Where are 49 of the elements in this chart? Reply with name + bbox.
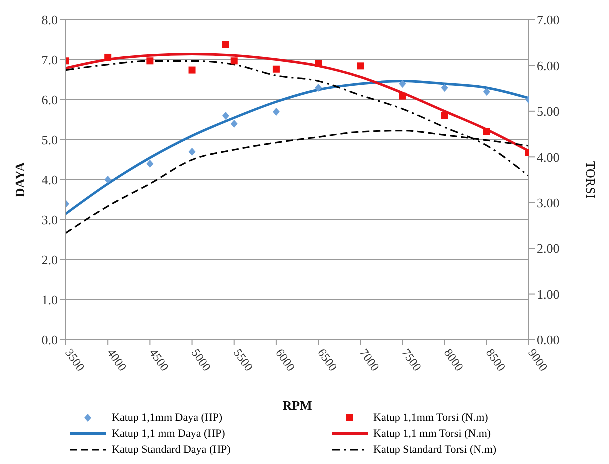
point: [357, 62, 364, 70]
point: [441, 84, 448, 92]
y2-tick-label: 3.00: [537, 195, 560, 210]
legend-label: Katup 1,1mm Torsi (N.m): [374, 412, 488, 424]
x-tick-label: 4500: [146, 346, 172, 374]
y-tick-label: 6.0: [42, 92, 58, 108]
y2-tick-label: 1.00: [537, 286, 560, 302]
point: [315, 84, 322, 92]
x-tick-label: 4000: [104, 346, 130, 374]
point: [222, 41, 230, 48]
y2-tick-label: 6.00: [537, 58, 560, 74]
point: [399, 92, 406, 100]
point: [272, 66, 280, 73]
point: [399, 80, 406, 88]
y2-tick-label: 0.00: [537, 332, 560, 348]
x-axis-title: RPM: [282, 398, 312, 413]
point: [188, 66, 196, 74]
legend-label: Katup Standard Torsi (N.m): [374, 444, 497, 456]
point: [104, 176, 112, 184]
y2-axis-title: TORSI: [583, 161, 598, 199]
legend-label: Katup 1,1mm Daya (HP): [112, 412, 223, 424]
y-tick-label: 8.0: [42, 12, 58, 28]
y-tick-label: 2.0: [42, 252, 58, 268]
point: [222, 112, 230, 120]
y-tick-label: 3.0: [42, 212, 58, 228]
point: [104, 54, 112, 61]
y-tick-label: 1.0: [42, 292, 58, 308]
point: [483, 128, 490, 136]
point: [230, 58, 238, 65]
legend-label: Katup 1,1 mm Daya (HP): [112, 428, 226, 440]
y-axis-title: DAYA: [12, 162, 28, 198]
y2-tick-label: 5.00: [537, 104, 560, 120]
point: [188, 148, 196, 156]
point: [441, 112, 448, 120]
y-tick-label: 0.0: [42, 332, 58, 348]
legend-label: Katup 1,1 mm Torsi (N.m): [374, 428, 492, 440]
point: [483, 88, 490, 96]
point: [272, 108, 280, 116]
point: [230, 120, 238, 128]
y-tick-label: 4.0: [42, 172, 58, 188]
y2-tick-label: 4.00: [537, 150, 560, 165]
point: [146, 58, 154, 65]
point: [315, 60, 322, 68]
point: [146, 160, 154, 168]
legend-label: Katup Standard Daya (HP): [112, 444, 231, 456]
y2-tick-label: 2.00: [537, 241, 560, 256]
y2-tick-label: 7.00: [537, 12, 560, 28]
y-tick-label: 5.0: [42, 132, 58, 148]
y-tick-label: 7.0: [42, 52, 58, 68]
